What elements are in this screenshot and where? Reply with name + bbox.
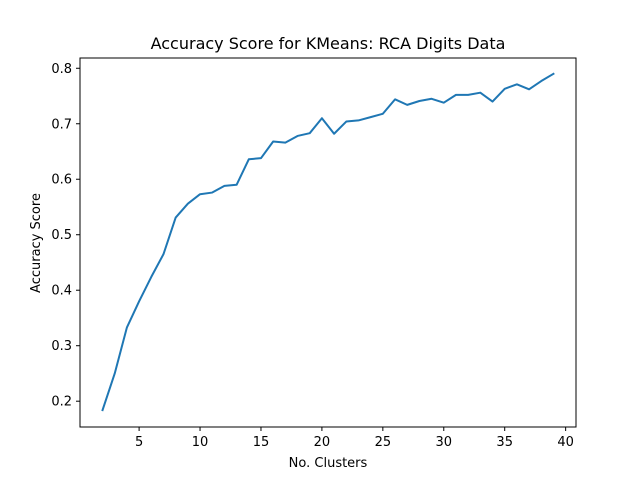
y-tick-label: 0.3 [51, 339, 72, 354]
plot-area: 5 10 15 20 25 30 35 40 0.2 0.3 0.4 0.5 0.6 0.7 0.8 [51, 57, 577, 450]
x-tick-label: 25 [375, 435, 392, 450]
x-tick-label: 15 [253, 435, 270, 450]
chart-title: Accuracy Score for KMeans: RCA Digits Da… [151, 34, 506, 53]
x-tick-label: 10 [192, 435, 209, 450]
y-tick-label: 0.6 [51, 173, 72, 188]
x-axis-label: No. Clusters [289, 456, 368, 471]
y-tick-label: 0.4 [51, 284, 72, 299]
y-axis-label: Accuracy Score [29, 193, 44, 293]
series-line-1 [101, 72, 555, 412]
y-tick-label: 0.2 [51, 395, 72, 410]
y-tick-label: 0.5 [51, 228, 72, 243]
y-tick-label: 0.7 [51, 117, 72, 132]
axes-frame [79, 57, 577, 428]
x-tick-label: 40 [557, 435, 574, 450]
x-tick-label: 30 [436, 435, 453, 450]
x-tick-label: 5 [135, 435, 143, 450]
x-tick-label: 20 [314, 435, 331, 450]
y-tick-label: 0.8 [51, 62, 72, 77]
x-tick-label: 35 [496, 435, 513, 450]
